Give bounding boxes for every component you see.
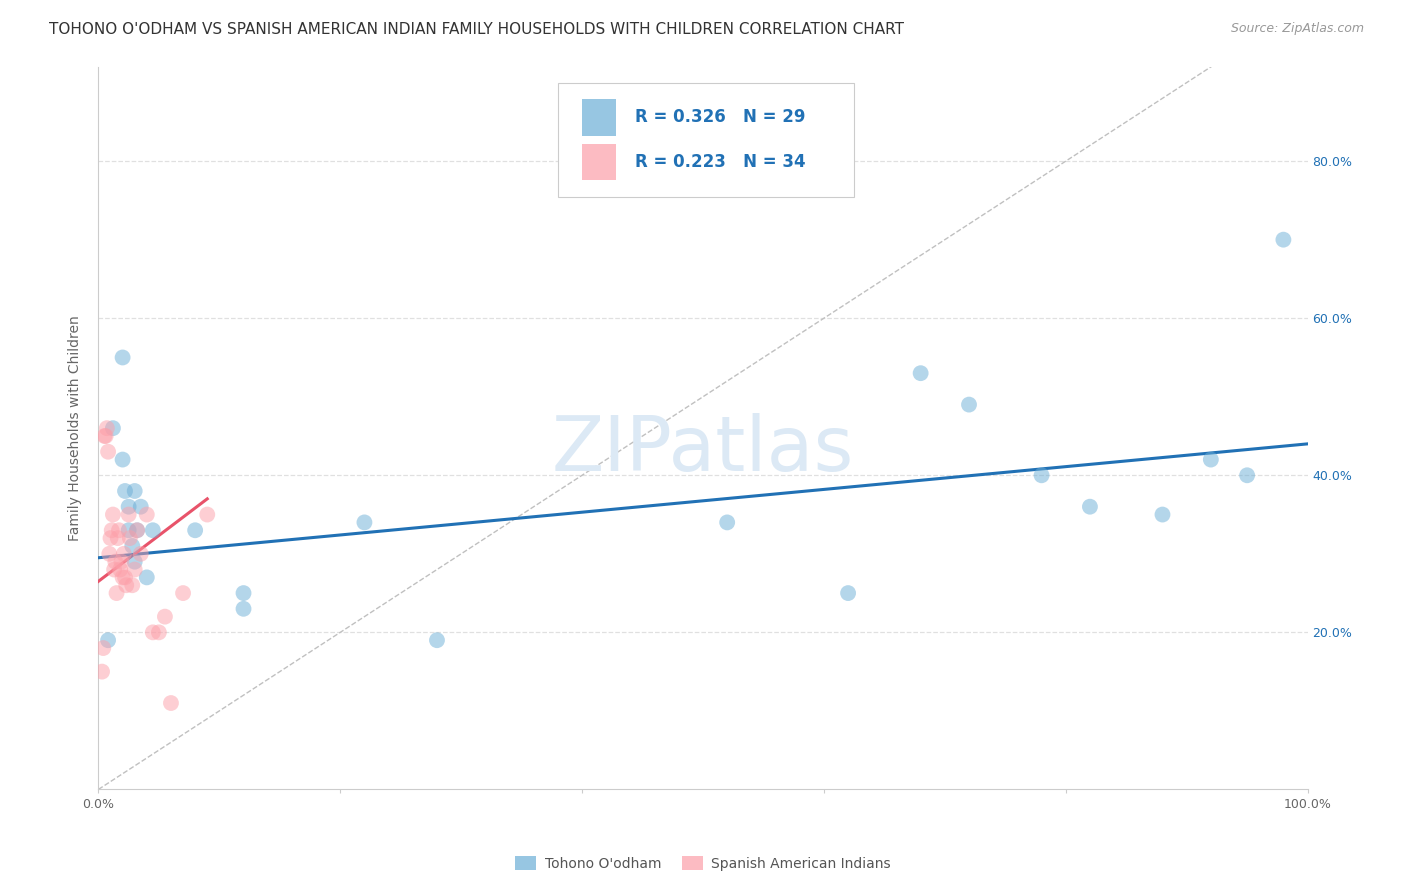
Point	[142, 523, 165, 537]
Point	[1272, 233, 1295, 247]
Point	[111, 351, 134, 365]
FancyBboxPatch shape	[558, 83, 855, 197]
Point	[91, 665, 114, 679]
Point	[112, 547, 135, 561]
Point	[426, 633, 449, 648]
Point	[135, 570, 157, 584]
Point	[118, 508, 141, 522]
Text: TOHONO O'ODHAM VS SPANISH AMERICAN INDIAN FAMILY HOUSEHOLDS WITH CHILDREN CORREL: TOHONO O'ODHAM VS SPANISH AMERICAN INDIA…	[49, 22, 904, 37]
Point	[184, 523, 207, 537]
FancyBboxPatch shape	[582, 145, 616, 180]
Point	[108, 523, 131, 537]
Point	[957, 398, 980, 412]
Point	[195, 508, 218, 522]
Point	[94, 429, 117, 443]
Text: R = 0.223   N = 34: R = 0.223 N = 34	[636, 153, 806, 171]
Point	[118, 500, 141, 514]
Text: R = 0.326   N = 29: R = 0.326 N = 29	[636, 109, 806, 127]
Text: Source: ZipAtlas.com: Source: ZipAtlas.com	[1230, 22, 1364, 36]
Y-axis label: Family Households with Children: Family Households with Children	[69, 315, 83, 541]
Point	[97, 444, 120, 458]
Point	[153, 609, 176, 624]
Point	[111, 570, 134, 584]
Point	[111, 452, 134, 467]
Point	[353, 516, 375, 530]
Point	[716, 516, 738, 530]
Point	[115, 578, 138, 592]
Point	[135, 508, 157, 522]
Point	[107, 531, 129, 545]
Point	[148, 625, 170, 640]
Point	[118, 531, 141, 545]
Point	[105, 586, 128, 600]
Point	[98, 547, 121, 561]
Point	[232, 602, 254, 616]
Point	[108, 562, 131, 576]
Point	[100, 531, 122, 545]
Point	[104, 555, 127, 569]
Point	[121, 539, 143, 553]
Point	[96, 421, 118, 435]
Point	[172, 586, 194, 600]
Point	[93, 429, 115, 443]
Point	[110, 555, 132, 569]
Point	[127, 523, 149, 537]
Point	[101, 508, 124, 522]
Point	[124, 562, 146, 576]
Point	[837, 586, 859, 600]
Point	[103, 562, 125, 576]
Point	[100, 523, 122, 537]
Point	[118, 523, 141, 537]
Text: ZIPatlas: ZIPatlas	[551, 413, 855, 487]
Point	[91, 641, 114, 656]
Point	[124, 483, 146, 498]
Point	[142, 625, 165, 640]
Point	[232, 586, 254, 600]
Point	[129, 500, 152, 514]
Point	[97, 633, 120, 648]
Legend: Tohono O'odham, Spanish American Indians: Tohono O'odham, Spanish American Indians	[510, 850, 896, 876]
Point	[101, 421, 124, 435]
Point	[129, 547, 152, 561]
Point	[121, 578, 143, 592]
Point	[1031, 468, 1053, 483]
Point	[124, 555, 146, 569]
Point	[114, 570, 136, 584]
Point	[1236, 468, 1258, 483]
Point	[1152, 508, 1174, 522]
Point	[910, 366, 932, 380]
Point	[114, 483, 136, 498]
FancyBboxPatch shape	[582, 99, 616, 136]
Point	[1078, 500, 1101, 514]
Point	[1199, 452, 1222, 467]
Point	[127, 523, 149, 537]
Point	[160, 696, 183, 710]
